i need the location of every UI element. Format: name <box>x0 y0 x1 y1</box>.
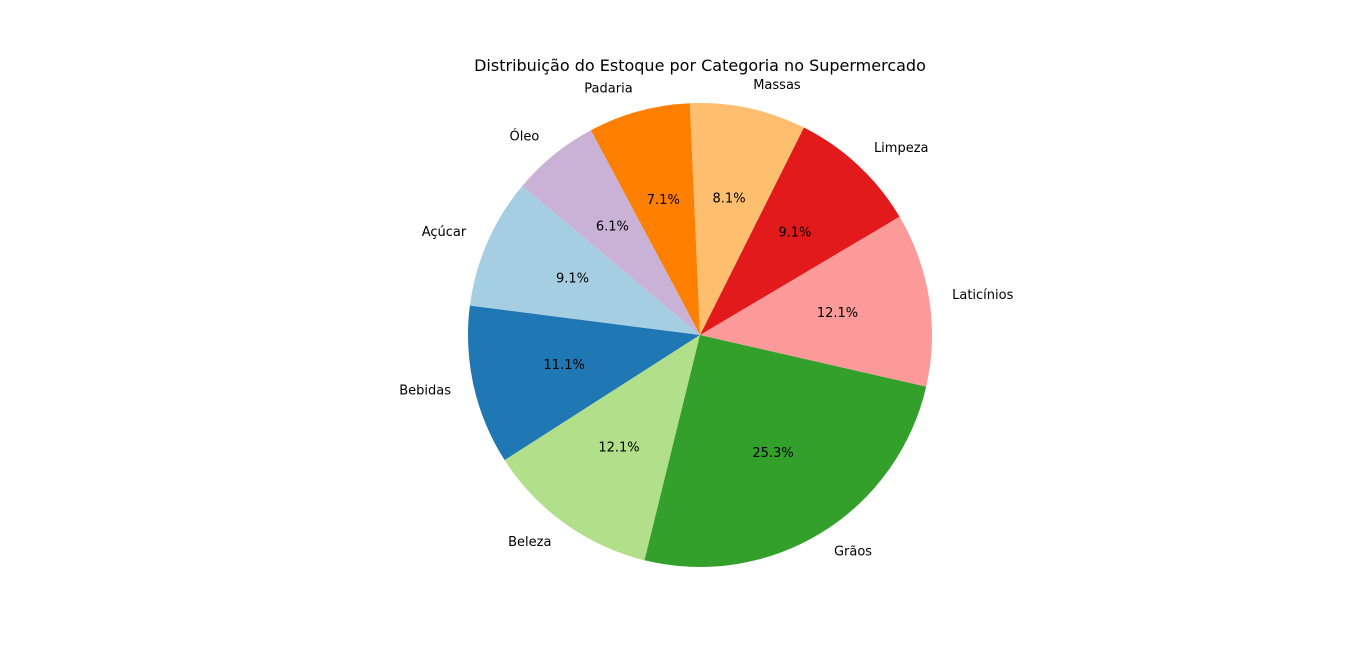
slice-label-graos: Grãos <box>834 545 872 560</box>
pie-slices <box>468 103 932 567</box>
pie-slice-massas <box>689 103 804 335</box>
slice-percent-laticinios: 12.1% <box>817 306 858 321</box>
slice-label-oleo: Óleo <box>509 128 539 144</box>
slice-percent-bebidas: 11.1% <box>544 358 585 373</box>
pie-slice-bebidas <box>468 305 700 461</box>
pie-slice-beleza <box>504 335 700 561</box>
slice-label-beleza: Beleza <box>508 535 551 550</box>
slice-percent-massas: 8.1% <box>713 191 746 206</box>
slice-label-massas: Massas <box>753 78 801 93</box>
slice-label-bebidas: Bebidas <box>399 384 451 399</box>
slice-percent-oleo: 6.1% <box>596 219 629 234</box>
slice-percent-padaria: 7.1% <box>647 193 680 208</box>
slice-label-laticinios: Laticínios <box>952 288 1013 303</box>
pie-slice-graos <box>644 335 927 567</box>
pie-slice-limpeza <box>700 127 900 335</box>
slice-percent-limpeza: 9.1% <box>778 226 811 241</box>
pie-labels: Açúcar 9.1% Bebidas 11.1% Beleza 12.1% Grãos 25… <box>399 78 1013 560</box>
pie-slice-acucar <box>469 185 700 335</box>
pie-slice-laticinios <box>700 216 932 387</box>
slice-percent-beleza: 12.1% <box>598 441 639 456</box>
chart-title: Distribuição do Estoque por Categoria no… <box>474 56 926 75</box>
pie-slice-oleo <box>522 130 700 335</box>
slice-label-acucar: Açúcar <box>422 225 467 240</box>
pie-slice-padaria <box>590 103 700 335</box>
slice-percent-graos: 25.3% <box>752 446 793 461</box>
slice-label-limpeza: Limpeza <box>874 141 929 156</box>
slice-label-padaria: Padaria <box>584 81 632 96</box>
slice-percent-acucar: 9.1% <box>556 272 589 287</box>
